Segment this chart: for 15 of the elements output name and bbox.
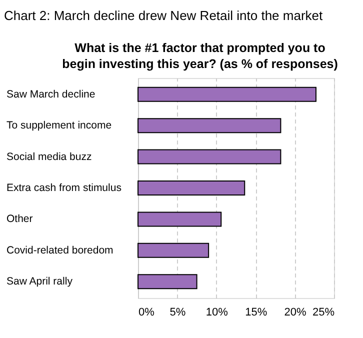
y-tick-label: Other bbox=[6, 213, 34, 226]
y-tick-label: Saw March decline bbox=[6, 88, 96, 100]
y-tick-label: To supplement income bbox=[6, 120, 112, 132]
x-tick-label: 10% bbox=[206, 306, 228, 318]
y-tick-label: Social media buzz bbox=[6, 150, 92, 163]
x-tick-label: 0% bbox=[138, 306, 155, 318]
y-tick-label: Saw April rally bbox=[6, 276, 74, 288]
y-tick-label: Extra cash from stimulus bbox=[6, 182, 122, 194]
x-tick-label: 5% bbox=[170, 306, 186, 318]
x-tick-label: 20% bbox=[284, 306, 307, 318]
chart-title: Chart 2: March decline drew New Retail into the market bbox=[4, 8, 324, 23]
x-tick-label: 15% bbox=[245, 306, 268, 318]
x-tick-label: 25% bbox=[312, 306, 335, 318]
y-tick-label: Covid-related boredom bbox=[6, 244, 114, 256]
chart-subtitle: What is the #1 factor that prompted you to begin investing this year? (as % of responses) bbox=[62, 41, 338, 71]
